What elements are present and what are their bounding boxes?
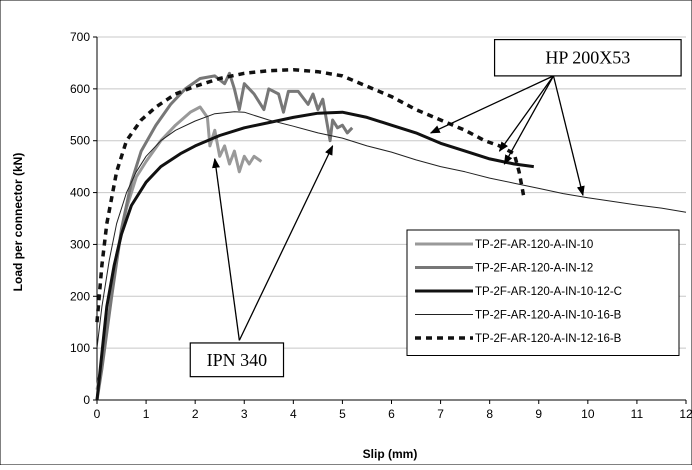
x-tick-label: 7 — [437, 407, 444, 421]
x-tick-label: 11 — [631, 407, 644, 421]
annotation-label-hp: HP 200X53 — [545, 48, 630, 68]
x-axis-label: Slip (mm) — [363, 447, 418, 461]
x-tick-label: 0 — [94, 407, 101, 421]
annotation-box-hp — [493, 38, 682, 77]
x-tick-label: 2 — [192, 407, 199, 421]
legend-entry-5: TP-2F-AR-120-A-IN-12-16-B — [475, 333, 622, 345]
y-axis-label: Load per connector (kN) — [11, 153, 25, 292]
y-tick-label: 600 — [70, 82, 90, 96]
series-line-2 — [95, 71, 354, 401]
legend-entry-2: TP-2F-AR-120-A-IN-12 — [475, 263, 593, 275]
annotation-arrow-hp-2 — [498, 75, 555, 152]
y-tick-label: 400 — [70, 186, 90, 200]
y-tick-label: 0 — [83, 393, 90, 407]
annotation-box-ipn — [189, 342, 285, 378]
x-tick-label: 4 — [290, 407, 297, 421]
series-line-3 — [95, 110, 534, 401]
x-tick-label: 1 — [143, 407, 150, 421]
y-tick-label: 700 — [70, 30, 90, 44]
annotation-arrow-hp-1 — [429, 75, 554, 134]
series-line-4 — [96, 111, 687, 349]
annotation-label-ipn: IPN 340 — [207, 350, 268, 370]
y-tick-label: 500 — [70, 134, 90, 148]
annotation-arrow-ipn-2 — [238, 144, 334, 341]
y-tick-label: 200 — [70, 289, 90, 303]
x-tick-label: 9 — [535, 407, 542, 421]
x-tick-label: 8 — [486, 407, 493, 421]
x-tick-label: 12 — [679, 407, 692, 421]
x-tick-label: 3 — [241, 407, 248, 421]
x-tick-label: 5 — [339, 407, 346, 421]
annotation-layer: IPN 340 HP 200X53 — [189, 38, 682, 378]
x-tick-label: 10 — [581, 407, 595, 421]
annotation-arrow-hp-3 — [503, 75, 555, 165]
series-layer — [95, 67, 687, 401]
legend-entry-3: TP-2F-AR-120-A-IN-10-12-C — [475, 286, 622, 298]
legend-entry-4: TP-2F-AR-120-A-IN-10-16-B — [475, 310, 622, 322]
annotation-arrow-hp-4 — [552, 75, 585, 197]
y-tick-label: 100 — [70, 341, 90, 355]
annotation-arrow-ipn-1 — [212, 157, 240, 341]
legend-entry-1: TP-2F-AR-120-A-IN-10 — [475, 239, 593, 251]
series-line-5 — [95, 67, 526, 323]
legend-box — [406, 229, 680, 356]
legend: TP-2F-AR-120-A-IN-10 TP-2F-AR-120-A-IN-12… — [406, 229, 680, 356]
x-tick-label: 6 — [388, 407, 395, 421]
y-tick-label: 300 — [70, 237, 90, 251]
